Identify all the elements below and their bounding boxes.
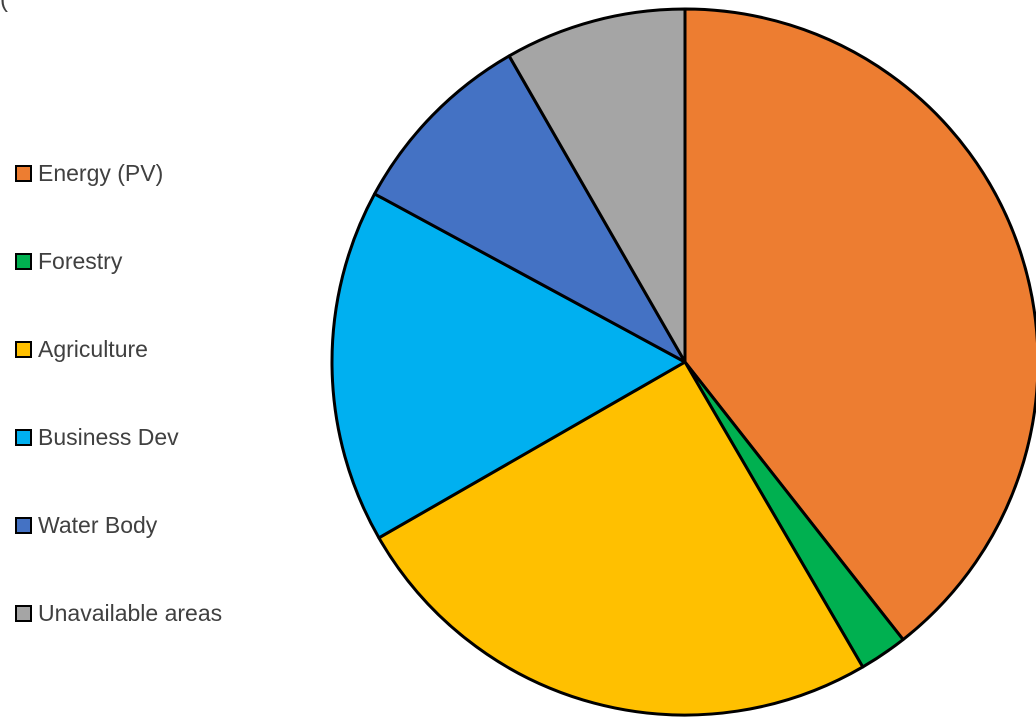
- legend-item-unavailable-areas: Unavailable areas: [15, 589, 222, 637]
- legend-item-energy-pv: Energy (PV): [15, 149, 222, 197]
- chart-legend: Energy (PV) Forestry Agriculture Busines…: [15, 149, 222, 677]
- legend-swatch-forestry: [15, 252, 32, 270]
- pie-slice-unavailable-areas: [507, 7, 687, 364]
- legend-label-energy-pv: Energy (PV): [38, 159, 164, 186]
- legend-label-business-dev: Business Dev: [38, 423, 179, 450]
- pie-slices: [330, 7, 1036, 717]
- legend-swatch-business-dev: [15, 428, 32, 446]
- legend-label-agriculture: Agriculture: [38, 335, 148, 362]
- legend-item-forestry: Forestry: [15, 237, 222, 285]
- legend-swatch-unavailable-areas: [15, 604, 32, 622]
- legend-label-unavailable-areas: Unavailable areas: [38, 599, 223, 626]
- legend-item-agriculture: Agriculture: [15, 325, 222, 373]
- legend-swatch-water-body: [15, 516, 32, 534]
- legend-label-forestry: Forestry: [38, 247, 123, 274]
- pie-slice-business-dev: [330, 192, 687, 540]
- legend-swatch-energy-pv: [15, 164, 32, 182]
- pie-slice-energy-pv: [683, 7, 1036, 642]
- legend-item-business-dev: Business Dev: [15, 413, 222, 461]
- pie-slice-water-body: [373, 54, 687, 364]
- chart-title: (: [0, 0, 8, 14]
- legend-item-water-body: Water Body: [15, 501, 222, 549]
- legend-swatch-agriculture: [15, 340, 32, 358]
- legend-label-water-body: Water Body: [38, 511, 158, 538]
- pie-slice-agriculture: [377, 360, 865, 717]
